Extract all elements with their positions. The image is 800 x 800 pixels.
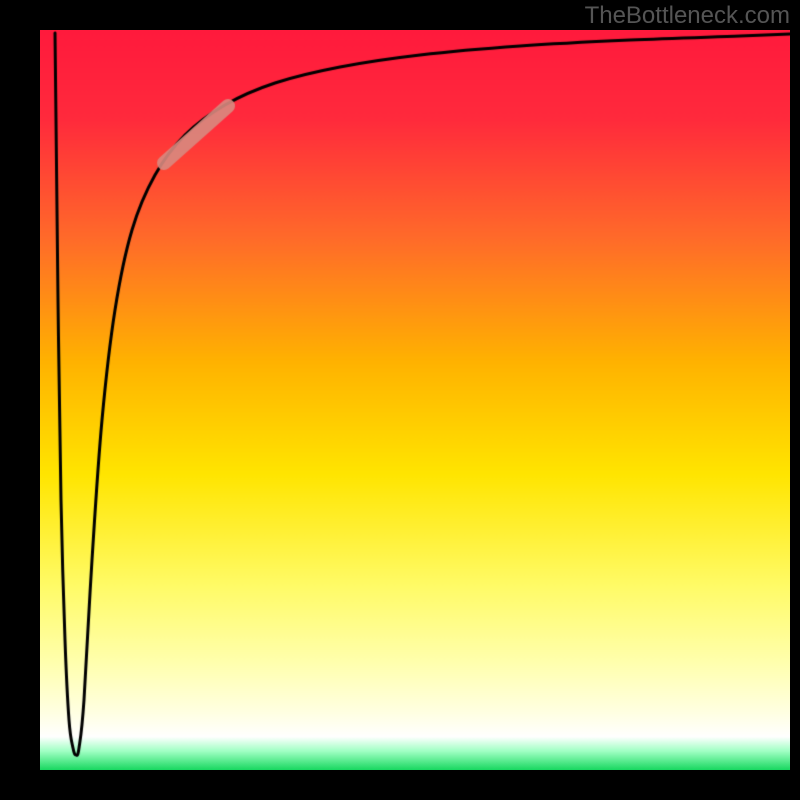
chart-root: TheBottleneck.com [0, 0, 800, 800]
plot-area [40, 30, 790, 770]
plot-canvas [40, 30, 790, 770]
watermark-text: TheBottleneck.com [585, 2, 790, 30]
